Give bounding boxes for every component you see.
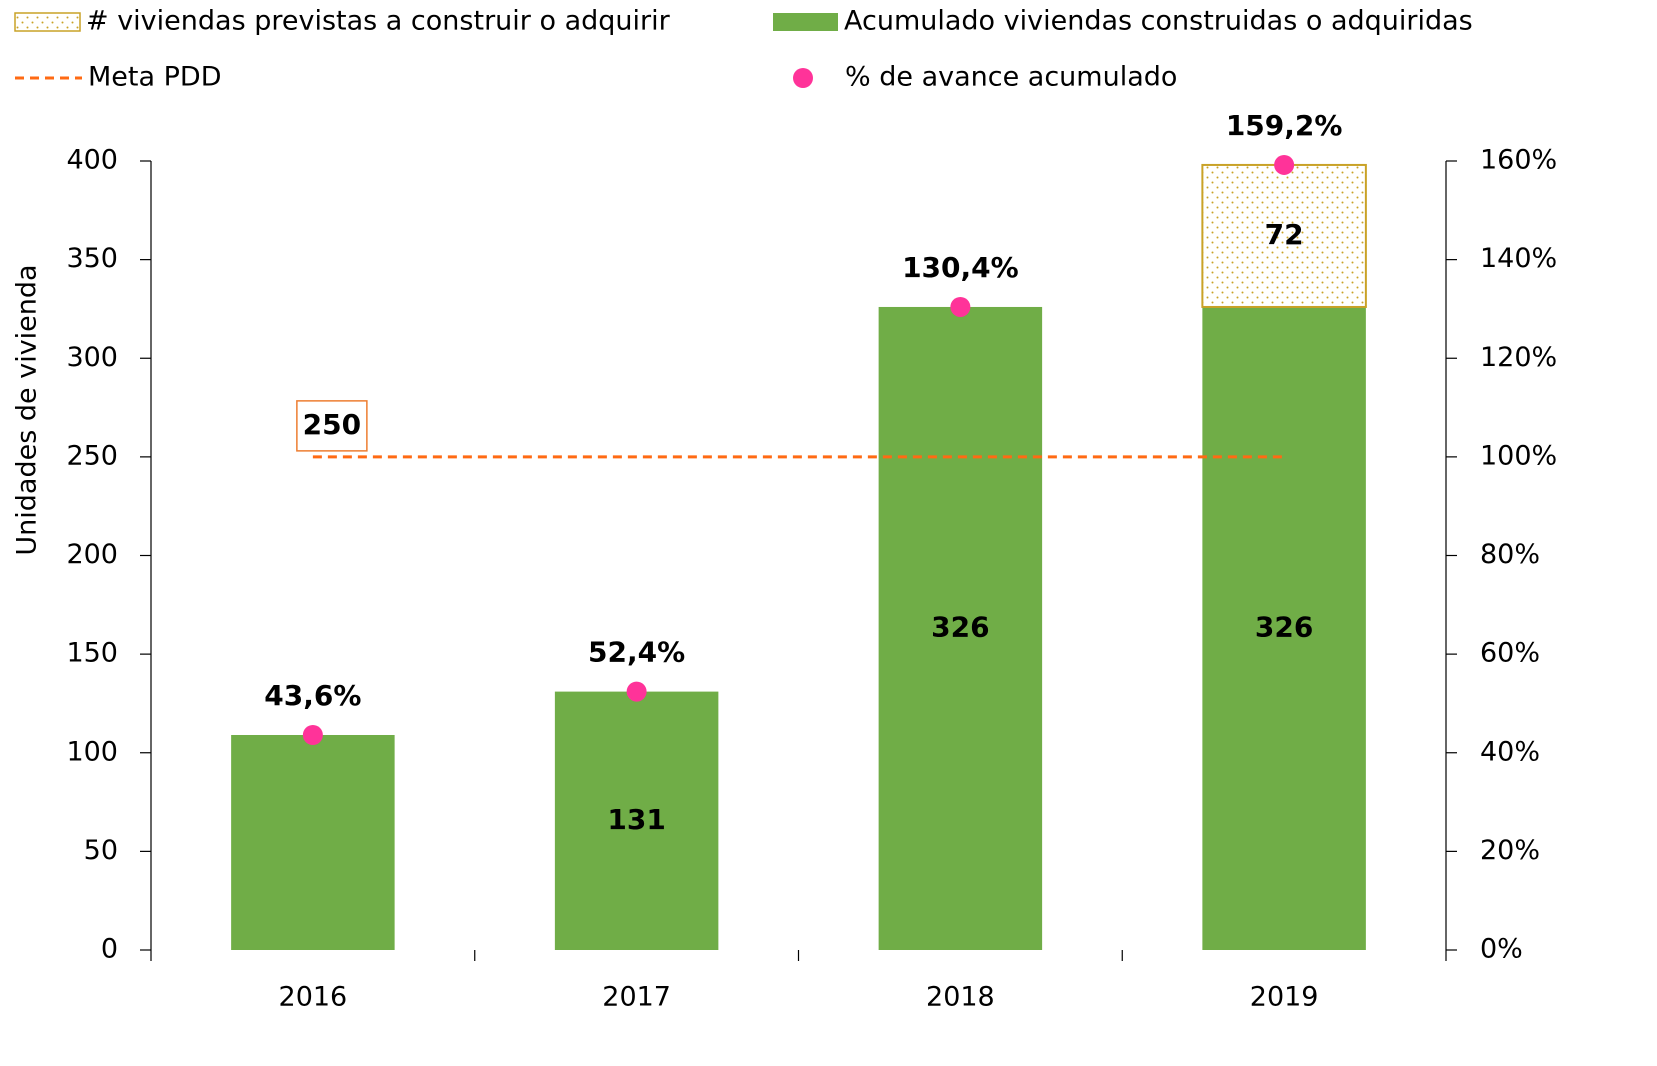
legend-swatch <box>773 13 838 31</box>
label-box <box>296 400 368 452</box>
data-label: 326 <box>1255 610 1313 643</box>
data-label: 159,2% <box>1226 109 1343 142</box>
legend-label: Meta PDD <box>88 62 221 93</box>
data-label: 326 <box>931 610 989 643</box>
data-label: 250 <box>303 408 361 441</box>
legend-label: % de avance acumulado <box>845 62 1177 93</box>
y2-tick-label: 100% <box>1480 440 1557 471</box>
y2-tick-label: 120% <box>1480 342 1557 373</box>
y-tick-label: 250 <box>66 440 118 471</box>
y-tick-label: 300 <box>66 342 118 373</box>
data-label: 131 <box>607 803 665 836</box>
y-tick-label: 400 <box>66 145 118 176</box>
point <box>302 724 323 745</box>
point <box>1274 154 1295 175</box>
y2-tick-label: 40% <box>1480 736 1540 767</box>
y-tick-label: 100 <box>66 736 118 767</box>
legend-label: # viviendas previstas a construir o adqu… <box>86 6 671 37</box>
data-label: 52,4% <box>588 636 685 669</box>
y-tick-label: 350 <box>66 243 118 274</box>
data-label: 72 <box>1265 218 1304 251</box>
legend-swatch <box>14 12 81 32</box>
bar <box>1202 306 1366 951</box>
y2-tick-label: 160% <box>1480 145 1557 176</box>
y-tick-label: 150 <box>66 638 118 669</box>
bar <box>878 306 1043 951</box>
point <box>626 681 647 702</box>
y2-tick-label: 0% <box>1480 934 1523 965</box>
y2-tick-label: 80% <box>1480 539 1540 570</box>
x-tick-label: 2019 <box>1250 982 1319 1013</box>
y2-tick-label: 60% <box>1480 638 1540 669</box>
bar <box>231 734 395 950</box>
y-axis-label: Unidades de vivienda <box>12 264 43 555</box>
x-tick-label: 2017 <box>602 982 671 1013</box>
bar <box>554 691 719 950</box>
data-label: 43,6% <box>264 679 361 712</box>
legend-swatch <box>793 68 813 88</box>
data-label: 130,4% <box>902 251 1019 284</box>
legend-label: Acumulado viviendas construidas o adquir… <box>844 6 1473 37</box>
x-tick-label: 2016 <box>279 982 348 1013</box>
x-tick-label: 2018 <box>926 982 995 1013</box>
y-tick-label: 0 <box>101 934 118 965</box>
y2-tick-label: 140% <box>1480 243 1557 274</box>
y-tick-label: 200 <box>66 539 118 570</box>
point <box>950 296 971 317</box>
y-tick-label: 50 <box>84 835 118 866</box>
y2-tick-label: 20% <box>1480 835 1540 866</box>
